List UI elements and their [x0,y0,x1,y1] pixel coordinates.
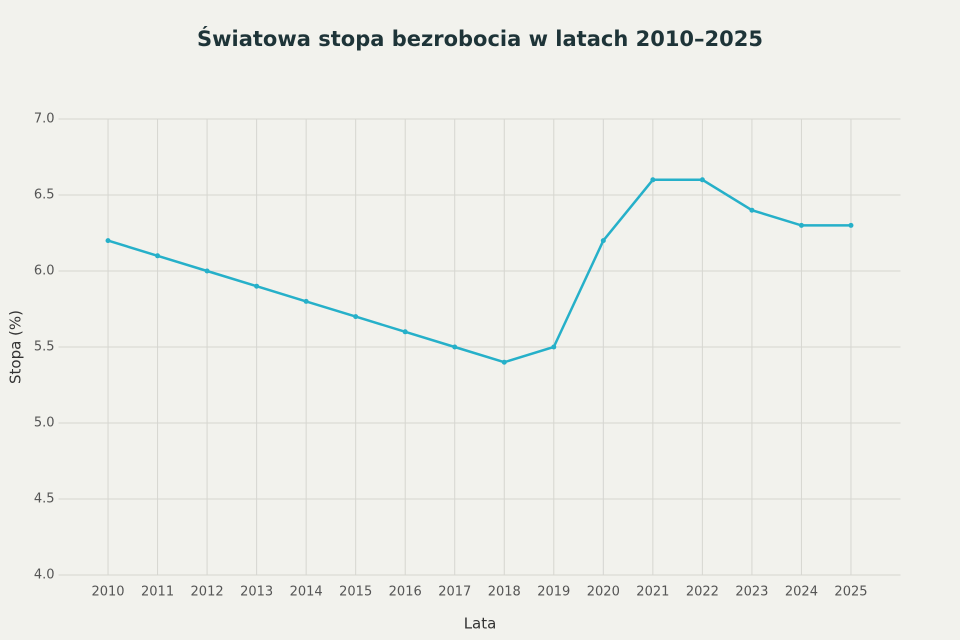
y-axis-label: Stopa (%) [7,310,25,384]
x-tick-label: 2010 [91,585,124,600]
x-tick-label: 2014 [290,585,323,600]
y-tick-label: 6.5 [34,188,55,203]
point [848,222,854,228]
point [501,359,507,365]
point [699,177,705,183]
point [303,298,309,304]
x-tick-label: 2015 [339,585,372,600]
point [749,207,755,213]
point [798,222,804,228]
point [650,177,656,183]
x-tick-label: 2011 [141,585,174,600]
y-tick-label: 4.0 [34,568,55,583]
x-tick-label: 2016 [389,585,422,600]
point [254,283,260,289]
y-tick-label: 4.5 [34,492,55,507]
x-tick-label: 2022 [686,585,719,600]
point [600,238,606,244]
chart-title: Światowa stopa bezrobocia w latach 2010–… [197,26,763,51]
x-tick-label: 2018 [488,585,521,600]
x-tick-label: 2020 [587,585,620,600]
x-tick-label: 2021 [636,585,669,600]
point [353,314,359,320]
y-tick-label: 7.0 [34,112,55,127]
x-tick-label: 2023 [735,585,768,600]
point [402,329,408,335]
point [551,344,557,350]
line [107,178,851,364]
x-tick-label: 2025 [834,585,867,600]
y-tick-label: 5.5 [34,340,55,355]
x-axis-label: Lata [464,615,497,633]
x-tick-label: 2024 [785,585,818,600]
x-tick-label: 2013 [240,585,273,600]
x-tick-label: 2019 [537,585,570,600]
point [155,253,161,259]
x-tick-label: 2012 [191,585,224,600]
point [452,344,458,350]
x-tick-label: 2017 [438,585,471,600]
point [204,268,210,274]
y-tick-label: 5.0 [34,416,55,431]
y-tick-label: 6.0 [34,264,55,279]
point [105,238,111,244]
